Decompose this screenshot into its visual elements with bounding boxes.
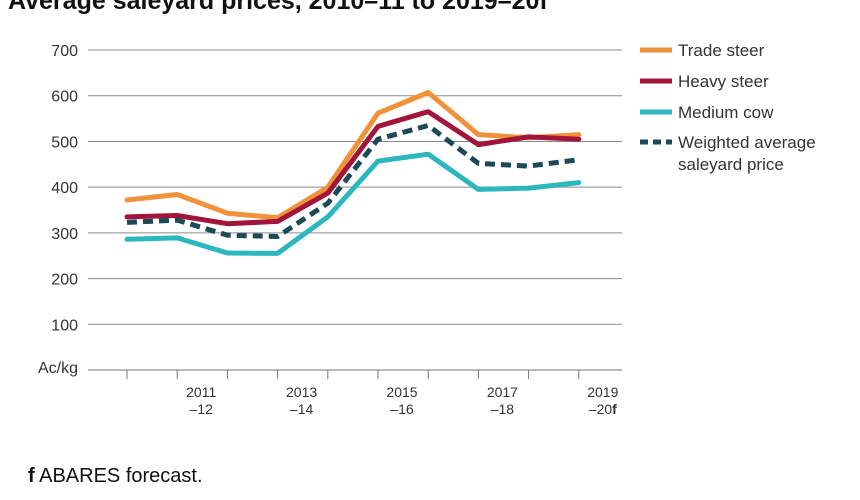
y-axis-label: Ac/kg xyxy=(38,360,78,377)
x-tick-label: –16 xyxy=(390,401,414,417)
legend-label: Trade steer xyxy=(678,41,765,60)
footnote: f ABARES forecast. xyxy=(28,465,203,488)
legend-label: Weighted average xyxy=(678,133,816,152)
legend-label: Medium cow xyxy=(678,103,774,122)
x-tick-label: –14 xyxy=(290,401,314,417)
footnote-text: ABARES forecast. xyxy=(34,465,203,487)
line-chart: 100 200 300 400 500 600 700 2011–12 2013–14 2015… xyxy=(38,41,816,417)
legend-label: Heavy steer xyxy=(678,72,769,91)
x-tick-label: 2015 xyxy=(386,384,417,400)
x-tick-label: –18 xyxy=(491,401,515,417)
chart-title: Average saleyard prices, 2010–11 to 2019… xyxy=(8,0,548,15)
footnote-marker: f xyxy=(28,465,35,487)
series-line-trade-steer xyxy=(124,90,582,221)
y-tick-label: 600 xyxy=(51,89,78,106)
x-tick-label: –20f xyxy=(589,401,617,417)
series-line-weighted-average-saleyard-price xyxy=(126,123,580,239)
y-tick-label: 100 xyxy=(51,317,78,334)
x-tick-label: 2017 xyxy=(487,384,518,400)
series-line-heavy-steer xyxy=(124,109,582,227)
x-tick-label: –12 xyxy=(190,401,214,417)
x-tick-label: 2019 xyxy=(587,384,618,400)
y-tick-label: 300 xyxy=(51,226,78,243)
y-tick-label: 500 xyxy=(51,134,78,151)
y-tick-label: 400 xyxy=(51,180,78,197)
x-tick-label: 2013 xyxy=(286,384,317,400)
series-line-medium-cow xyxy=(124,151,582,256)
y-tick-label: 200 xyxy=(51,272,78,289)
x-tick-label: 2011 xyxy=(186,384,216,400)
legend-label: saleyard price xyxy=(678,155,784,174)
y-tick-label: 700 xyxy=(51,43,78,60)
